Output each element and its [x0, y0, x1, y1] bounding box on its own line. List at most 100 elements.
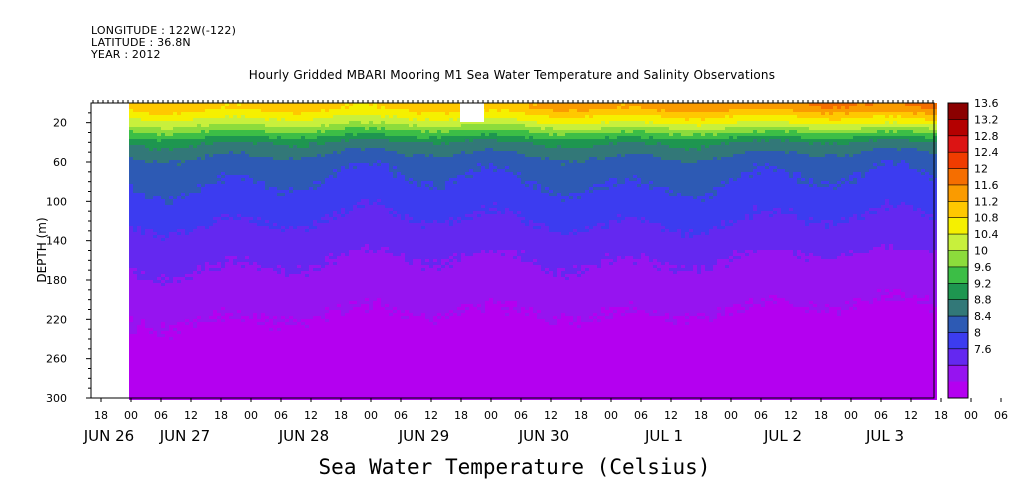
contour-cell	[197, 256, 201, 259]
contour-cell	[145, 310, 149, 313]
contour-cell	[309, 382, 313, 385]
contour-cell	[245, 238, 249, 241]
contour-cell	[181, 373, 185, 376]
contour-cell	[161, 241, 165, 244]
contour-cell	[129, 118, 133, 121]
contour-cell	[297, 151, 301, 154]
contour-cell	[249, 190, 253, 193]
contour-cell	[317, 376, 321, 379]
contour-cell	[281, 121, 285, 124]
contour-cell	[193, 232, 197, 235]
contour-cell	[233, 385, 237, 388]
contour-cell	[293, 220, 297, 223]
contour-cell	[137, 292, 141, 295]
contour-cell	[305, 334, 309, 337]
contour-cell	[181, 376, 185, 379]
contour-cell	[189, 157, 193, 160]
contour-cell	[173, 313, 177, 316]
contour-cell	[209, 190, 213, 193]
contour-cell	[145, 184, 149, 187]
contour-cell	[169, 202, 173, 205]
contour-cell	[325, 178, 329, 181]
contour-cell	[249, 355, 253, 358]
contour-cell	[169, 391, 173, 394]
contour-cell	[137, 364, 141, 367]
contour-cell	[133, 304, 137, 307]
contour-cell	[173, 184, 177, 187]
contour-cell	[329, 145, 333, 148]
contour-cell	[317, 211, 321, 214]
contour-cell	[281, 328, 285, 331]
contour-cell	[169, 316, 173, 319]
contour-cell	[157, 130, 161, 133]
contour-cell	[149, 112, 153, 115]
contour-cell	[277, 211, 281, 214]
contour-cell	[289, 118, 293, 121]
contour-cell	[189, 166, 193, 169]
contour-cell	[277, 139, 281, 142]
contour-cell	[313, 262, 317, 265]
contour-cell	[289, 307, 293, 310]
contour-cell	[217, 208, 221, 211]
contour-cell	[185, 211, 189, 214]
contour-cell	[317, 277, 321, 280]
contour-cell	[137, 226, 141, 229]
contour-cell	[321, 304, 325, 307]
contour-cell	[181, 283, 185, 286]
contour-cell	[301, 214, 305, 217]
contour-cell	[129, 310, 133, 313]
contour-cell	[285, 241, 289, 244]
contour-cell	[237, 346, 241, 349]
contour-cell	[177, 139, 181, 142]
contour-cell	[137, 268, 141, 271]
contour-cell	[229, 385, 233, 388]
contour-cell	[237, 316, 241, 319]
contour-cell	[133, 235, 137, 238]
contour-cell	[277, 352, 281, 355]
contour-cell	[161, 388, 165, 391]
contour-cell	[209, 295, 213, 298]
contour-cell	[205, 196, 209, 199]
contour-cell	[205, 148, 209, 151]
contour-cell	[145, 382, 149, 385]
contour-cell	[149, 124, 153, 127]
contour-cell	[313, 142, 317, 145]
contour-cell	[289, 181, 293, 184]
contour-cell	[317, 367, 321, 370]
contour-cell	[237, 253, 241, 256]
contour-cell	[285, 265, 289, 268]
contour-cell	[193, 328, 197, 331]
contour-cell	[165, 304, 169, 307]
contour-cell	[265, 226, 269, 229]
contour-cell	[153, 295, 157, 298]
contour-cell	[149, 310, 153, 313]
contour-cell	[257, 367, 261, 370]
contour-cell	[293, 121, 297, 124]
contour-cell	[233, 112, 237, 115]
contour-cell	[157, 148, 161, 151]
contour-cell	[193, 265, 197, 268]
contour-cell	[233, 307, 237, 310]
contour-cell	[241, 337, 245, 340]
contour-cell	[129, 109, 133, 112]
contour-cell	[237, 172, 241, 175]
contour-cell	[305, 133, 309, 136]
contour-cell	[157, 307, 161, 310]
contour-cell	[173, 172, 177, 175]
contour-cell	[273, 274, 277, 277]
contour-cell	[145, 346, 149, 349]
contour-cell	[197, 238, 201, 241]
contour-cell	[245, 364, 249, 367]
contour-cell	[165, 160, 169, 163]
contour-cell	[285, 172, 289, 175]
contour-cell	[177, 217, 181, 220]
contour-cell	[265, 394, 269, 397]
contour-cell	[209, 373, 213, 376]
contour-cell	[305, 151, 309, 154]
contour-cell	[193, 166, 197, 169]
contour-cell	[249, 136, 253, 139]
contour-cell	[293, 127, 297, 130]
contour-cell	[329, 205, 333, 208]
contour-cell	[153, 373, 157, 376]
contour-cell	[241, 190, 245, 193]
